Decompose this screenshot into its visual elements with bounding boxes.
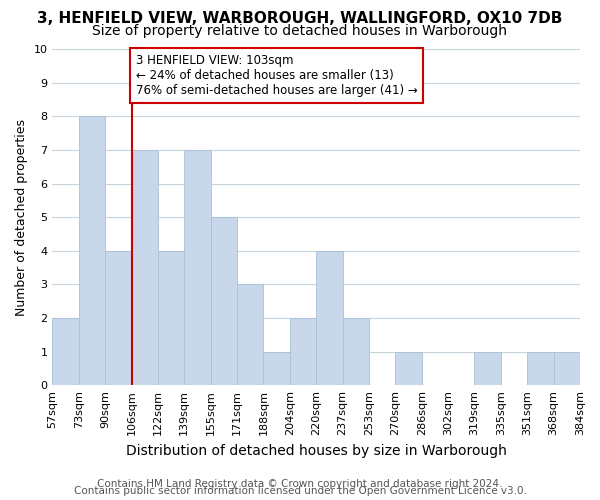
Y-axis label: Number of detached properties: Number of detached properties	[15, 118, 28, 316]
Bar	[105, 251, 131, 386]
Text: Contains public sector information licensed under the Open Government Licence v3: Contains public sector information licen…	[74, 486, 526, 496]
Text: 3 HENFIELD VIEW: 103sqm
← 24% of detached houses are smaller (13)
76% of semi-de: 3 HENFIELD VIEW: 103sqm ← 24% of detache…	[136, 54, 417, 97]
Text: Size of property relative to detached houses in Warborough: Size of property relative to detached ho…	[92, 24, 508, 38]
Bar	[316, 251, 343, 386]
Text: Contains HM Land Registry data © Crown copyright and database right 2024.: Contains HM Land Registry data © Crown c…	[97, 479, 503, 489]
Bar	[527, 352, 554, 386]
Bar	[554, 352, 580, 386]
Bar	[475, 352, 501, 386]
X-axis label: Distribution of detached houses by size in Warborough: Distribution of detached houses by size …	[126, 444, 506, 458]
Bar	[131, 150, 158, 386]
Bar	[263, 352, 290, 386]
Bar	[343, 318, 369, 386]
Bar	[79, 116, 105, 386]
Bar	[211, 217, 237, 386]
Bar	[52, 318, 79, 386]
Bar	[158, 251, 184, 386]
Bar	[184, 150, 211, 386]
Text: 3, HENFIELD VIEW, WARBOROUGH, WALLINGFORD, OX10 7DB: 3, HENFIELD VIEW, WARBOROUGH, WALLINGFOR…	[37, 11, 563, 26]
Bar	[395, 352, 422, 386]
Bar	[237, 284, 263, 386]
Bar	[290, 318, 316, 386]
